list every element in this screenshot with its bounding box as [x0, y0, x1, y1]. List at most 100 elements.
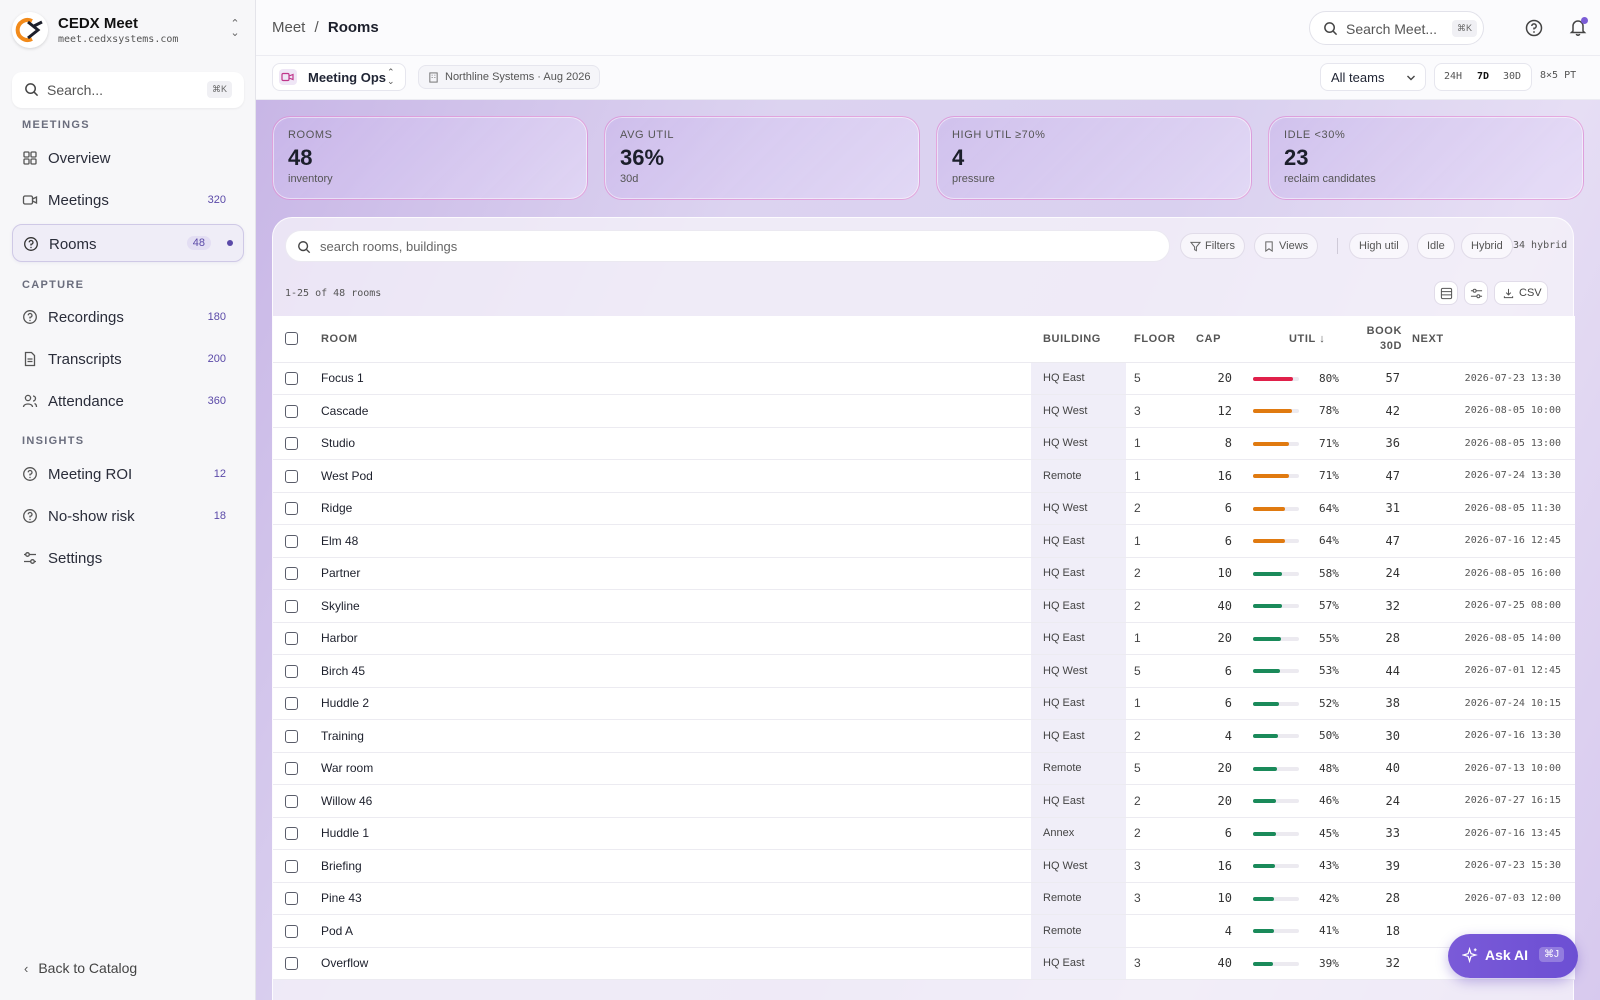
cell-room[interactable]: Pod A [309, 914, 1031, 948]
range-24h[interactable]: 24H [1444, 71, 1463, 82]
table-row[interactable]: Cascade HQ West 3 12 78% 42 2026-08-05 10:00 [273, 394, 1575, 428]
columns-button[interactable] [1464, 281, 1488, 305]
cell-room[interactable]: Overflow [309, 947, 1031, 980]
csv-export-button[interactable]: CSV [1494, 281, 1548, 305]
table-row[interactable]: Pod A Remote 4 41% 18 [273, 914, 1575, 948]
cell-room[interactable]: Cascade [309, 394, 1031, 428]
sidebar-item-rooms[interactable]: Rooms 48 [12, 224, 244, 262]
grid-size-label: 8×5 PT [1540, 70, 1577, 81]
sidebar-item-overview[interactable]: Overview [12, 139, 244, 177]
row-checkbox[interactable] [284, 567, 298, 581]
row-checkbox[interactable] [284, 697, 298, 711]
table-row[interactable]: Willow 46 HQ East 2 20 46% 24 2026-07-27 16:15 [273, 784, 1575, 818]
cell-room[interactable]: Huddle 1 [309, 817, 1031, 850]
workspace-switcher[interactable]: Meeting Ops ⌃ ⌄ [272, 63, 406, 91]
col-cap[interactable]: CAP [1186, 316, 1244, 363]
select-all-checkbox[interactable] [284, 332, 298, 346]
table-row[interactable]: Focus 1 HQ East 5 20 80% 57 2026-07-23 13:30 [273, 362, 1575, 395]
notifications-button[interactable] [1568, 17, 1588, 37]
row-checkbox[interactable] [284, 859, 298, 873]
table-row[interactable]: Harbor HQ East 1 20 55% 28 2026-08-05 14:00 [273, 622, 1575, 655]
table-row[interactable]: Pine 43 Remote 3 10 42% 28 2026-07-03 12:00 [273, 882, 1575, 915]
back-to-catalog-link[interactable]: ‹ Back to Catalog [24, 960, 137, 976]
util-bar-fill [1253, 474, 1289, 479]
cell-room[interactable]: Briefing [309, 849, 1031, 883]
row-checkbox[interactable] [284, 632, 298, 646]
filters-button[interactable]: Filters [1180, 233, 1245, 259]
breadcrumb-root[interactable]: Meet [272, 19, 306, 36]
global-search[interactable]: Search Meet... ⌘K [1309, 11, 1484, 45]
range-30d[interactable]: 30D [1503, 71, 1522, 82]
col-book-30d[interactable]: BOOK 30D [1352, 316, 1402, 363]
row-checkbox[interactable] [284, 957, 298, 971]
row-checkbox[interactable] [284, 827, 298, 841]
sidebar-item-no-show-risk[interactable]: No-show risk 18 [12, 497, 244, 535]
cell-room[interactable]: Focus 1 [309, 362, 1031, 395]
table-row[interactable]: Huddle 1 Annex 2 6 45% 33 2026-07-16 13:45 [273, 817, 1575, 850]
cell-room[interactable]: Training [309, 719, 1031, 753]
row-checkbox[interactable] [284, 372, 298, 386]
chevron-updown-icon[interactable]: ⌃ ⌄ [230, 18, 240, 39]
table-row[interactable]: Elm 48 HQ East 1 6 64% 47 2026-07-16 12:45 [273, 524, 1575, 558]
table-row[interactable]: War room Remote 5 20 48% 40 2026-07-13 10:00 [273, 752, 1575, 785]
row-checkbox[interactable] [284, 664, 298, 678]
cell-room[interactable]: West Pod [309, 459, 1031, 493]
cell-room[interactable]: War room [309, 752, 1031, 785]
table-row[interactable]: Ridge HQ West 2 6 64% 31 2026-08-05 11:30 [273, 492, 1575, 525]
col-room[interactable]: ROOM [309, 316, 1031, 363]
teams-select[interactable]: All teams [1320, 63, 1426, 91]
row-checkbox[interactable] [284, 599, 298, 613]
table-row[interactable]: Birch 45 HQ West 5 6 53% 44 2026-07-01 12:45 [273, 654, 1575, 688]
cell-room[interactable]: Harbor [309, 622, 1031, 655]
chip-idle[interactable]: Idle [1417, 233, 1455, 259]
range-7d[interactable]: 7D [1477, 71, 1490, 82]
table-row[interactable]: Skyline HQ East 2 40 57% 32 2026-07-25 08:00 [273, 589, 1575, 623]
table-row[interactable]: West Pod Remote 1 16 71% 47 2026-07-24 13:30 [273, 459, 1575, 493]
table-row[interactable]: Huddle 2 HQ East 1 6 52% 38 2026-07-24 10:15 [273, 687, 1575, 720]
row-checkbox[interactable] [284, 437, 298, 451]
table-search[interactable]: search rooms, buildings [285, 230, 1170, 262]
row-checkbox[interactable] [284, 762, 298, 776]
cell-room[interactable]: Birch 45 [309, 654, 1031, 688]
sidebar-item-meeting-roi[interactable]: Meeting ROI 12 [12, 455, 244, 493]
chip-high-util[interactable]: High util [1349, 233, 1409, 259]
col-floor[interactable]: FLOOR [1126, 316, 1186, 363]
col-building[interactable]: BUILDING [1031, 316, 1126, 363]
sidebar-search[interactable]: Search... ⌘K [12, 72, 244, 108]
cell-room[interactable]: Huddle 2 [309, 687, 1031, 720]
row-checkbox[interactable] [284, 794, 298, 808]
row-checkbox[interactable] [284, 502, 298, 516]
row-checkbox[interactable] [284, 729, 298, 743]
sidebar-item-settings[interactable]: Settings [12, 539, 244, 577]
table-row[interactable]: Studio HQ West 1 8 71% 36 2026-08-05 13:00 [273, 427, 1575, 460]
cell-room[interactable]: Elm 48 [309, 524, 1031, 558]
cell-room[interactable]: Pine 43 [309, 882, 1031, 915]
ask-ai-button[interactable]: Ask AI ⌘J [1448, 934, 1578, 978]
table-row[interactable]: Training HQ East 2 4 50% 30 2026-07-16 13:30 [273, 719, 1575, 753]
row-checkbox[interactable] [284, 924, 298, 938]
density-button[interactable] [1434, 281, 1458, 305]
sidebar-item-recordings[interactable]: Recordings 180 [12, 298, 244, 336]
sidebar-item-meetings[interactable]: Meetings 320 [12, 181, 244, 219]
brand[interactable]: CEDX Meet meet.cedxsystems.com ⌃ ⌄ [12, 12, 244, 52]
col-next[interactable]: NEXT [1402, 316, 1575, 363]
row-checkbox[interactable] [284, 892, 298, 906]
cell-room[interactable]: Studio [309, 427, 1031, 460]
sidebar-item-transcripts[interactable]: Transcripts 200 [12, 340, 244, 378]
sidebar-item-attendance[interactable]: Attendance 360 [12, 382, 244, 420]
row-checkbox[interactable] [284, 469, 298, 483]
cell-util: 64% [1319, 534, 1339, 548]
table-row[interactable]: Partner HQ East 2 10 58% 24 2026-08-05 16:00 [273, 557, 1575, 590]
table-row[interactable]: Briefing HQ West 3 16 43% 39 2026-07-23 15:30 [273, 849, 1575, 883]
cell-room[interactable]: Ridge [309, 492, 1031, 525]
row-checkbox[interactable] [284, 404, 298, 418]
row-checkbox[interactable] [284, 534, 298, 548]
col-util[interactable]: UTIL ↓ [1244, 316, 1352, 363]
cell-room[interactable]: Partner [309, 557, 1031, 590]
cell-room[interactable]: Skyline [309, 589, 1031, 623]
help-icon[interactable] [1524, 18, 1544, 38]
chip-hybrid[interactable]: Hybrid [1461, 233, 1513, 259]
cell-room[interactable]: Willow 46 [309, 784, 1031, 818]
views-button[interactable]: Views [1254, 233, 1319, 259]
